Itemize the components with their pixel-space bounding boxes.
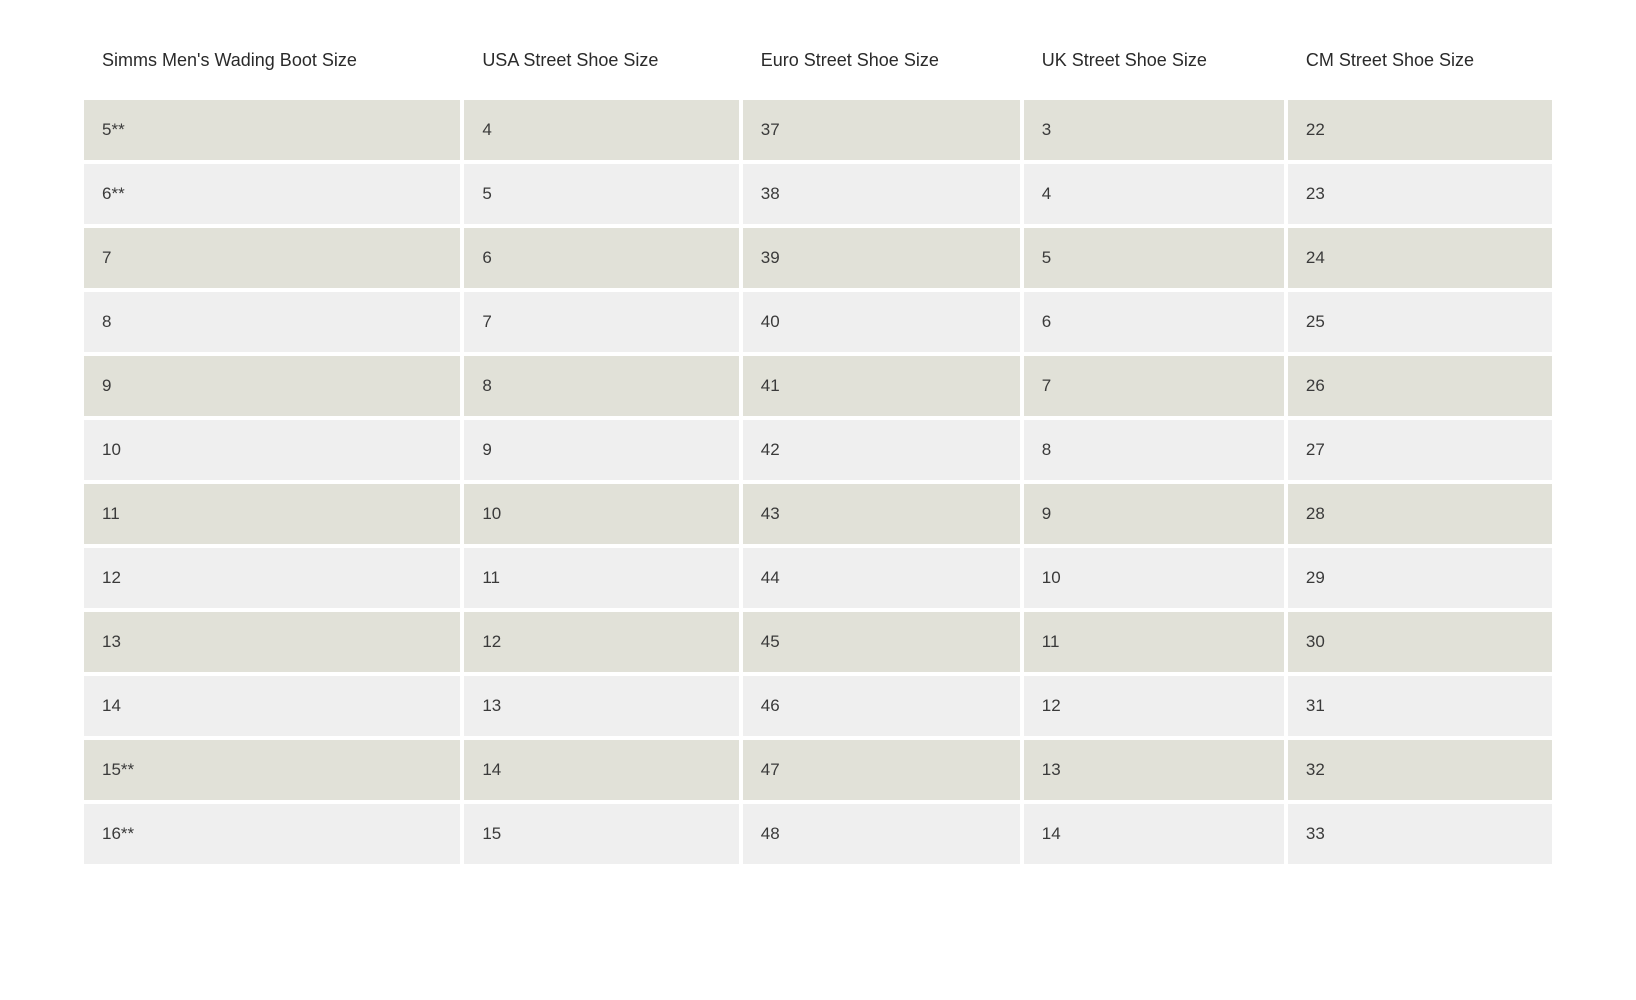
col-header-usa: USA Street Shoe Size <box>464 34 738 96</box>
cell-cm: 30 <box>1288 612 1552 672</box>
cell-euro: 40 <box>743 292 1020 352</box>
cell-cm: 22 <box>1288 100 1552 160</box>
cell-usa: 13 <box>464 676 738 736</box>
cell-cm: 23 <box>1288 164 1552 224</box>
col-header-uk: UK Street Shoe Size <box>1024 34 1284 96</box>
table-row: 5** 4 37 3 22 <box>84 100 1552 160</box>
cell-uk: 9 <box>1024 484 1284 544</box>
cell-uk: 12 <box>1024 676 1284 736</box>
cell-euro: 43 <box>743 484 1020 544</box>
cell-cm: 27 <box>1288 420 1552 480</box>
cell-cm: 26 <box>1288 356 1552 416</box>
cell-cm: 29 <box>1288 548 1552 608</box>
table-row: 8 7 40 6 25 <box>84 292 1552 352</box>
cell-simms: 12 <box>84 548 460 608</box>
cell-euro: 42 <box>743 420 1020 480</box>
cell-simms: 16** <box>84 804 460 864</box>
cell-euro: 38 <box>743 164 1020 224</box>
cell-uk: 14 <box>1024 804 1284 864</box>
col-header-cm: CM Street Shoe Size <box>1288 34 1552 96</box>
cell-euro: 47 <box>743 740 1020 800</box>
cell-simms: 5** <box>84 100 460 160</box>
table-row: 15** 14 47 13 32 <box>84 740 1552 800</box>
cell-simms: 6** <box>84 164 460 224</box>
cell-simms: 7 <box>84 228 460 288</box>
cell-cm: 33 <box>1288 804 1552 864</box>
cell-uk: 8 <box>1024 420 1284 480</box>
cell-usa: 8 <box>464 356 738 416</box>
cell-euro: 39 <box>743 228 1020 288</box>
col-header-simms: Simms Men's Wading Boot Size <box>84 34 460 96</box>
table-row: 6** 5 38 4 23 <box>84 164 1552 224</box>
table-row: 9 8 41 7 26 <box>84 356 1552 416</box>
cell-cm: 32 <box>1288 740 1552 800</box>
col-header-euro: Euro Street Shoe Size <box>743 34 1020 96</box>
cell-simms: 13 <box>84 612 460 672</box>
cell-usa: 7 <box>464 292 738 352</box>
cell-cm: 28 <box>1288 484 1552 544</box>
size-chart-table: Simms Men's Wading Boot Size USA Street … <box>80 30 1556 868</box>
cell-usa: 11 <box>464 548 738 608</box>
cell-euro: 46 <box>743 676 1020 736</box>
cell-uk: 5 <box>1024 228 1284 288</box>
table-row: 11 10 43 9 28 <box>84 484 1552 544</box>
cell-usa: 5 <box>464 164 738 224</box>
cell-euro: 44 <box>743 548 1020 608</box>
cell-euro: 48 <box>743 804 1020 864</box>
table-row: 10 9 42 8 27 <box>84 420 1552 480</box>
cell-usa: 14 <box>464 740 738 800</box>
cell-simms: 14 <box>84 676 460 736</box>
cell-usa: 4 <box>464 100 738 160</box>
cell-euro: 45 <box>743 612 1020 672</box>
cell-uk: 3 <box>1024 100 1284 160</box>
table-row: 14 13 46 12 31 <box>84 676 1552 736</box>
cell-usa: 15 <box>464 804 738 864</box>
table-row: 7 6 39 5 24 <box>84 228 1552 288</box>
cell-simms: 9 <box>84 356 460 416</box>
table-header-row: Simms Men's Wading Boot Size USA Street … <box>84 34 1552 96</box>
table-row: 13 12 45 11 30 <box>84 612 1552 672</box>
cell-euro: 41 <box>743 356 1020 416</box>
cell-euro: 37 <box>743 100 1020 160</box>
cell-usa: 9 <box>464 420 738 480</box>
cell-uk: 7 <box>1024 356 1284 416</box>
cell-uk: 6 <box>1024 292 1284 352</box>
cell-usa: 10 <box>464 484 738 544</box>
table-row: 16** 15 48 14 33 <box>84 804 1552 864</box>
cell-cm: 25 <box>1288 292 1552 352</box>
cell-simms: 15** <box>84 740 460 800</box>
cell-uk: 11 <box>1024 612 1284 672</box>
cell-cm: 31 <box>1288 676 1552 736</box>
cell-usa: 12 <box>464 612 738 672</box>
cell-uk: 4 <box>1024 164 1284 224</box>
cell-simms: 11 <box>84 484 460 544</box>
table-row: 12 11 44 10 29 <box>84 548 1552 608</box>
cell-uk: 10 <box>1024 548 1284 608</box>
cell-uk: 13 <box>1024 740 1284 800</box>
cell-usa: 6 <box>464 228 738 288</box>
cell-simms: 8 <box>84 292 460 352</box>
cell-simms: 10 <box>84 420 460 480</box>
cell-cm: 24 <box>1288 228 1552 288</box>
